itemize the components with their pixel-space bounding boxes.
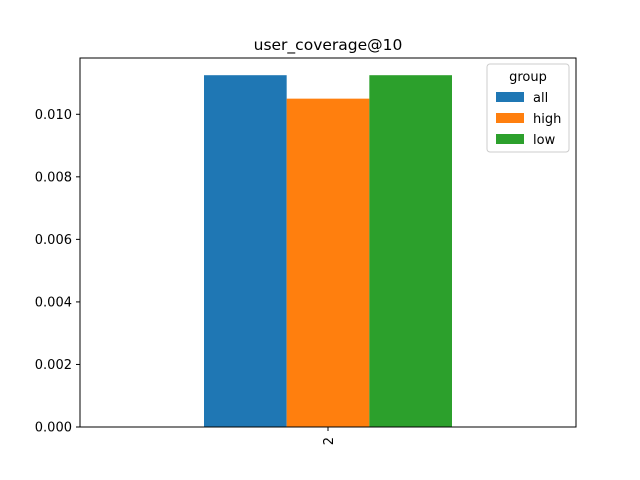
y-tick-label: 0.008 [35, 170, 72, 185]
bars-group [204, 75, 452, 428]
legend-label-high: high [533, 112, 561, 127]
bar-high-2 [286, 98, 370, 428]
legend-swatch-high [496, 113, 524, 123]
y-tick-label: 0.010 [35, 108, 72, 123]
y-tick-label: 0.002 [35, 358, 72, 373]
legend-label-all: all [533, 91, 548, 106]
chart-title: user_coverage@10 [254, 36, 403, 55]
legend-title: group [509, 70, 547, 85]
legend-swatch-all [496, 92, 524, 102]
y-tick-label: 0.000 [35, 421, 72, 436]
legend-label-low: low [533, 133, 556, 148]
y-axis: 0.000 0.002 0.004 0.006 0.008 0.010 [35, 108, 80, 436]
x-axis: 2 [322, 427, 337, 445]
bar-low-2 [369, 75, 452, 427]
y-tick-label: 0.006 [35, 233, 72, 248]
legend-swatch-low [496, 134, 524, 144]
plot-frame [79, 57, 577, 428]
y-tick-label: 0.004 [35, 295, 72, 310]
legend-box [486, 63, 570, 153]
bar-all-2 [204, 75, 287, 427]
x-tick-label-2: 2 [322, 437, 337, 445]
legend: group all high low [486, 63, 570, 153]
